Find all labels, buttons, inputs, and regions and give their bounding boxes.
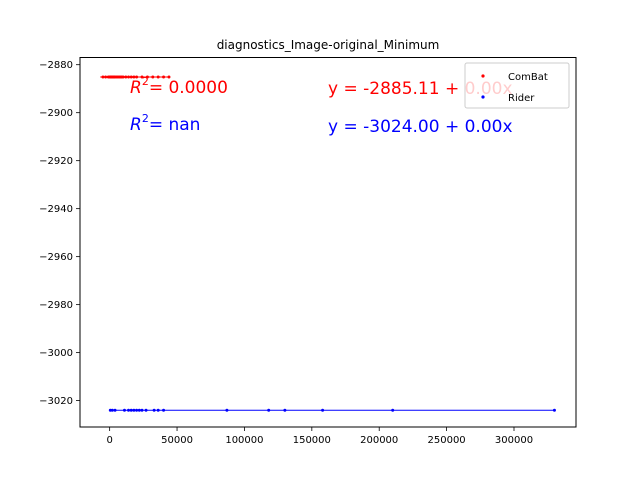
y-tick-label: −3020 (39, 396, 73, 407)
combat-data-point (167, 75, 171, 79)
legend-marker-rider (481, 95, 485, 99)
rider-data-point (225, 408, 229, 412)
rider-data-point (156, 408, 160, 412)
y-tick-label: −2980 (39, 300, 73, 311)
combat-data-point (121, 75, 125, 79)
combat-data-point (156, 75, 160, 79)
rider-data-point (132, 408, 136, 412)
combat-data-point (132, 75, 136, 79)
combat-data-point (145, 75, 149, 79)
combat-data-point (162, 75, 166, 79)
legend-label-rider: Rider (508, 93, 535, 104)
y-tick-label: −2960 (39, 252, 73, 263)
rider-data-point (162, 408, 166, 412)
x-tick-label: 300000 (495, 435, 533, 446)
x-tick-label: 0 (106, 435, 112, 446)
rider-data-point (144, 408, 148, 412)
y-tick-label: −2880 (39, 60, 73, 71)
combat-data-point (101, 75, 105, 79)
combat-data-point (127, 75, 131, 79)
combat-data-point (129, 75, 133, 79)
rider-r2-label: R2= nan (130, 112, 200, 135)
rider-data-point (113, 408, 117, 412)
rider-data-point (552, 408, 556, 412)
rider-equation: y = -3024.00 + 0.00x (328, 117, 513, 137)
rider-data-point (110, 408, 114, 412)
plot-content (100, 75, 556, 412)
rider-data-point (267, 408, 271, 412)
legend-label-combat: ComBat (508, 72, 548, 83)
rider-data-point (135, 408, 139, 412)
chart-title: diagnostics_Image-original_Minimum (217, 38, 440, 52)
combat-data-point (135, 75, 139, 79)
combat-data-point (124, 75, 128, 79)
plot-area-frame (79, 57, 577, 428)
x-tick-label: 250000 (428, 435, 466, 446)
rider-data-point (137, 408, 141, 412)
y-axis-ticks: −2880 −2900 −2920 −2940 −2960 −2980 −3000 −3020 (39, 60, 80, 407)
rider-data-point (140, 408, 144, 412)
combat-data-point (151, 75, 155, 79)
x-axis-ticks: 0 50000 100000 150000 200000 250000 300000 (106, 427, 533, 446)
combat-data-point (104, 75, 108, 79)
x-tick-label: 50000 (161, 435, 193, 446)
chart-legend: ComBat Rider (464, 62, 570, 109)
rider-data-point (321, 408, 325, 412)
combat-data-point (140, 75, 144, 79)
legend-marker-combat (481, 74, 485, 78)
rider-data-point (391, 408, 395, 412)
combat-r2-label: R2= 0.0000 (130, 75, 228, 98)
rider-data-point (283, 408, 287, 412)
x-tick-label: 150000 (293, 435, 331, 446)
y-tick-label: −2940 (39, 204, 73, 215)
y-tick-label: −2920 (39, 156, 73, 167)
x-tick-label: 100000 (225, 435, 263, 446)
legend-box (464, 62, 570, 109)
x-tick-label: 200000 (360, 435, 398, 446)
rider-data-point (127, 408, 131, 412)
rider-data-point (122, 408, 126, 412)
y-tick-label: −3000 (39, 348, 73, 359)
y-tick-label: −2900 (39, 108, 73, 119)
rider-data-point (152, 408, 156, 412)
rider-data-point (129, 408, 133, 412)
